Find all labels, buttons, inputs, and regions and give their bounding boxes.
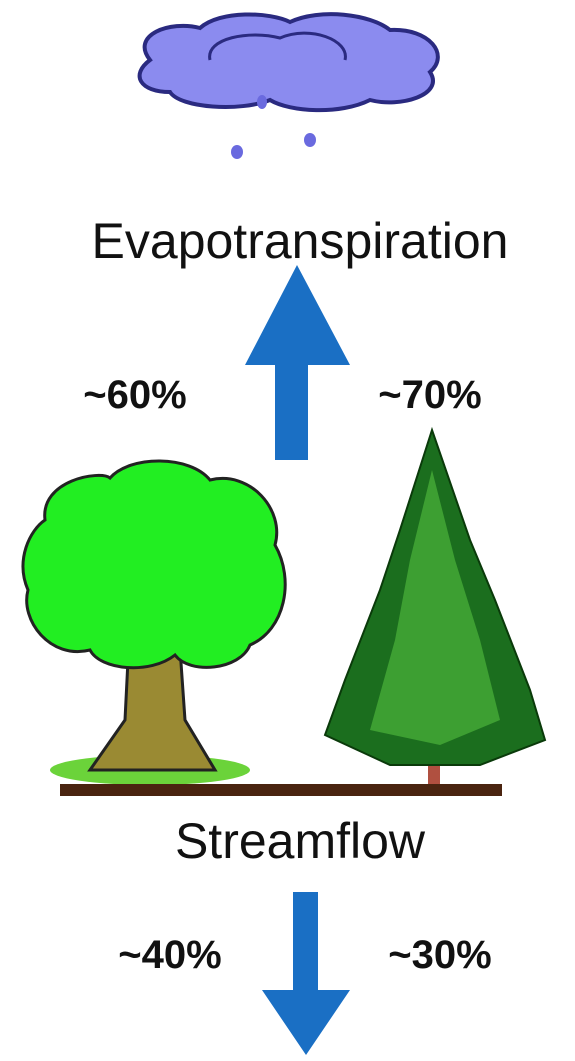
- percent-label: ~70%: [378, 373, 481, 417]
- ground-line: [60, 784, 502, 796]
- arrow-down: [262, 892, 350, 1055]
- percent-label: ~60%: [83, 373, 186, 417]
- flow-label: Evapotranspiration: [92, 213, 509, 269]
- deciduous-tree: [21, 459, 287, 785]
- conifer-tree: [323, 426, 547, 795]
- arrow-up: [245, 265, 350, 460]
- percent-label: ~30%: [388, 933, 491, 977]
- cloud: [137, 12, 440, 159]
- flow-label: Streamflow: [175, 813, 426, 869]
- percent-label: ~40%: [118, 933, 221, 977]
